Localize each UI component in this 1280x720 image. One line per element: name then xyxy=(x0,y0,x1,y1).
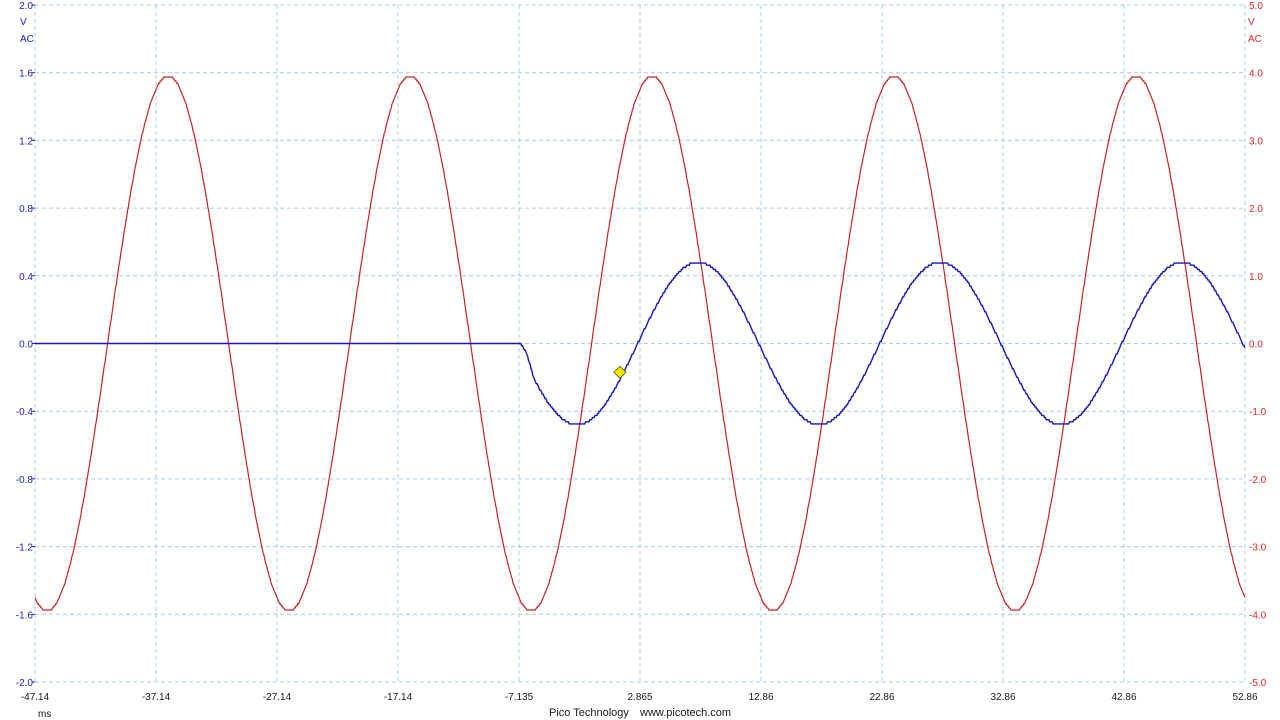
footer-brand: Pico Technology xyxy=(549,707,629,719)
series-red-trace xyxy=(34,76,1246,611)
right-axis-unit: V xyxy=(1248,17,1255,28)
footer-url: www.picotech.com xyxy=(639,707,731,719)
x-axis-tick-label: -17.14 xyxy=(384,692,413,703)
left-axis-tick-label: -0.4 xyxy=(16,407,34,418)
left-axis-tick-label: 0.4 xyxy=(19,272,33,283)
right-axis-tick-label: 4.0 xyxy=(1249,69,1263,80)
left-axis-tick-label: -0.8 xyxy=(16,475,34,486)
x-axis-tick-label: 12.86 xyxy=(748,692,773,703)
left-axis-tick-label: 1.6 xyxy=(19,69,33,80)
left-axis-tick-label: 0.8 xyxy=(19,204,33,215)
left-axis-tick-label: 0.0 xyxy=(19,340,33,351)
right-axis-tick-label: 2.0 xyxy=(1249,204,1263,215)
x-axis-tick-label: -47.14 xyxy=(21,692,50,703)
trigger-marker[interactable] xyxy=(613,365,627,379)
left-axis-coupling: AC xyxy=(20,34,34,45)
x-axis-tick-label: 22.86 xyxy=(869,692,894,703)
x-axis-tick-label: 32.86 xyxy=(990,692,1015,703)
x-axis-tick-label: -7.135 xyxy=(505,692,534,703)
right-axis-tick-label: -5.0 xyxy=(1249,678,1267,689)
left-axis-tick-label: 2.0 xyxy=(19,1,33,12)
right-axis-tick-label: 1.0 xyxy=(1249,272,1263,283)
right-axis-tick-label: -4.0 xyxy=(1249,610,1267,621)
right-axis-tick-label: -1.0 xyxy=(1249,407,1267,418)
left-axis-tick-label: 1.2 xyxy=(19,136,33,147)
left-axis-tick-label: -2.0 xyxy=(16,678,34,689)
x-axis-unit: ms xyxy=(38,709,51,720)
right-axis-tick-label: 3.0 xyxy=(1249,136,1263,147)
x-axis-tick-label: 52.86 xyxy=(1232,692,1257,703)
left-axis-tick-label: -1.2 xyxy=(16,543,34,554)
right-axis-coupling: AC xyxy=(1248,34,1262,45)
right-axis-tick-label: -2.0 xyxy=(1249,475,1267,486)
x-axis-tick-label: -37.14 xyxy=(142,692,171,703)
right-axis-tick-label: -3.0 xyxy=(1249,543,1267,554)
left-axis-unit: V xyxy=(20,17,27,28)
left-axis-ticks: 2.0 1.6 1.2 0.8 0.4 0.0 -0.4 -0.8 -1.2 -1.6 -2.0 xyxy=(16,1,35,689)
right-axis-ticks: 5.0 4.0 3.0 2.0 1.0 0.0 -1.0 -2.0 -3.0 -4.0 -5.0 xyxy=(1249,1,1267,689)
x-axis-ticks: -47.14 -37.14 -27.14 -17.14 -7.135 2.865 12.86… xyxy=(21,692,1258,703)
grid xyxy=(34,4,1246,683)
right-axis-tick-label: 0.0 xyxy=(1249,340,1263,351)
left-axis-tick-label: -1.6 xyxy=(16,610,34,621)
x-axis-tick-label: 42.86 xyxy=(1111,692,1136,703)
series-blue-trace xyxy=(35,262,1246,425)
x-axis-tick-label: 2.865 xyxy=(627,692,652,703)
x-axis-tick-label: -27.14 xyxy=(263,692,292,703)
right-axis-tick-label: 5.0 xyxy=(1249,1,1263,12)
